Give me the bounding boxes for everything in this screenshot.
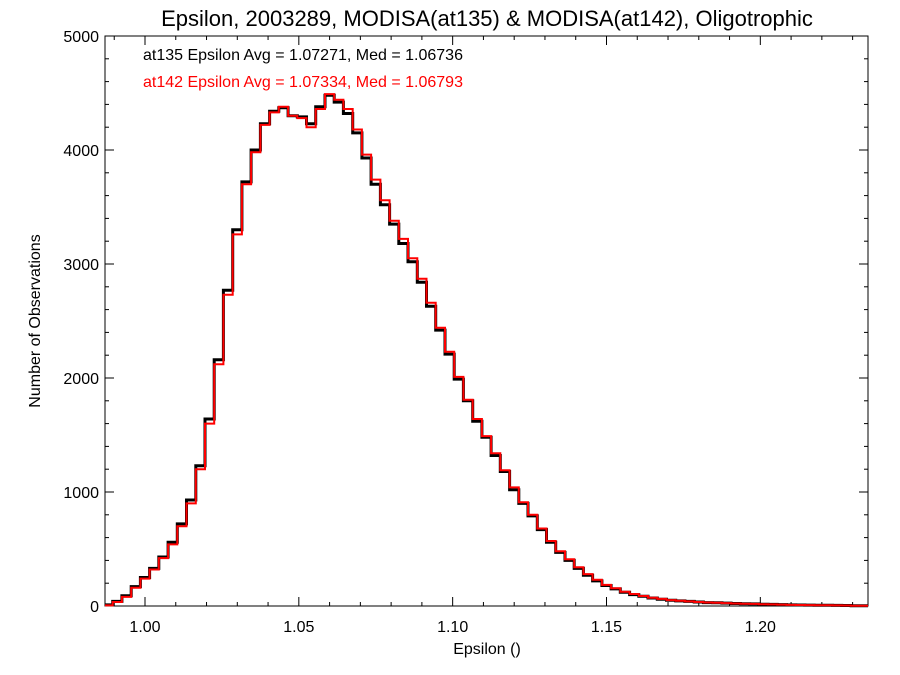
- y-tick-label: 5000: [63, 29, 99, 46]
- stats-annotations: at135 Epsilon Avg = 1.07271, Med = 1.067…: [143, 47, 463, 91]
- x-tick-label: 1.15: [591, 619, 622, 636]
- y-tick-label: 0: [90, 599, 99, 616]
- y-axis: 0 1000 2000 3000 4000 5000: [63, 29, 868, 616]
- series-2-line: [105, 93, 868, 607]
- y-tick-label: 2000: [63, 371, 99, 388]
- stats-annotation-2: at142 Epsilon Avg = 1.07334, Med = 1.067…: [143, 74, 463, 91]
- x-tick-label: 1.05: [283, 619, 314, 636]
- x-tick-label: 1.10: [437, 619, 468, 636]
- chart-title: Epsilon, 2003289, MODISA(at135) & MODISA…: [161, 6, 813, 31]
- y-tick-label: 1000: [63, 485, 99, 502]
- x-tick-label: 1.20: [745, 619, 776, 636]
- y-tick-label: 3000: [63, 257, 99, 274]
- x-axis: 1.00 1.05 1.10 1.15 1.20: [113, 36, 854, 636]
- y-axis-label: Number of Observations: [27, 234, 44, 407]
- plot-frame: [104, 35, 869, 607]
- x-tick-label: 1.00: [129, 619, 160, 636]
- stats-annotation-1: at135 Epsilon Avg = 1.07271, Med = 1.067…: [143, 47, 463, 64]
- x-axis-label: Epsilon (): [453, 641, 521, 658]
- series-1-line: [105, 93, 868, 608]
- y-tick-label: 4000: [63, 143, 99, 160]
- series-layer: [105, 93, 868, 608]
